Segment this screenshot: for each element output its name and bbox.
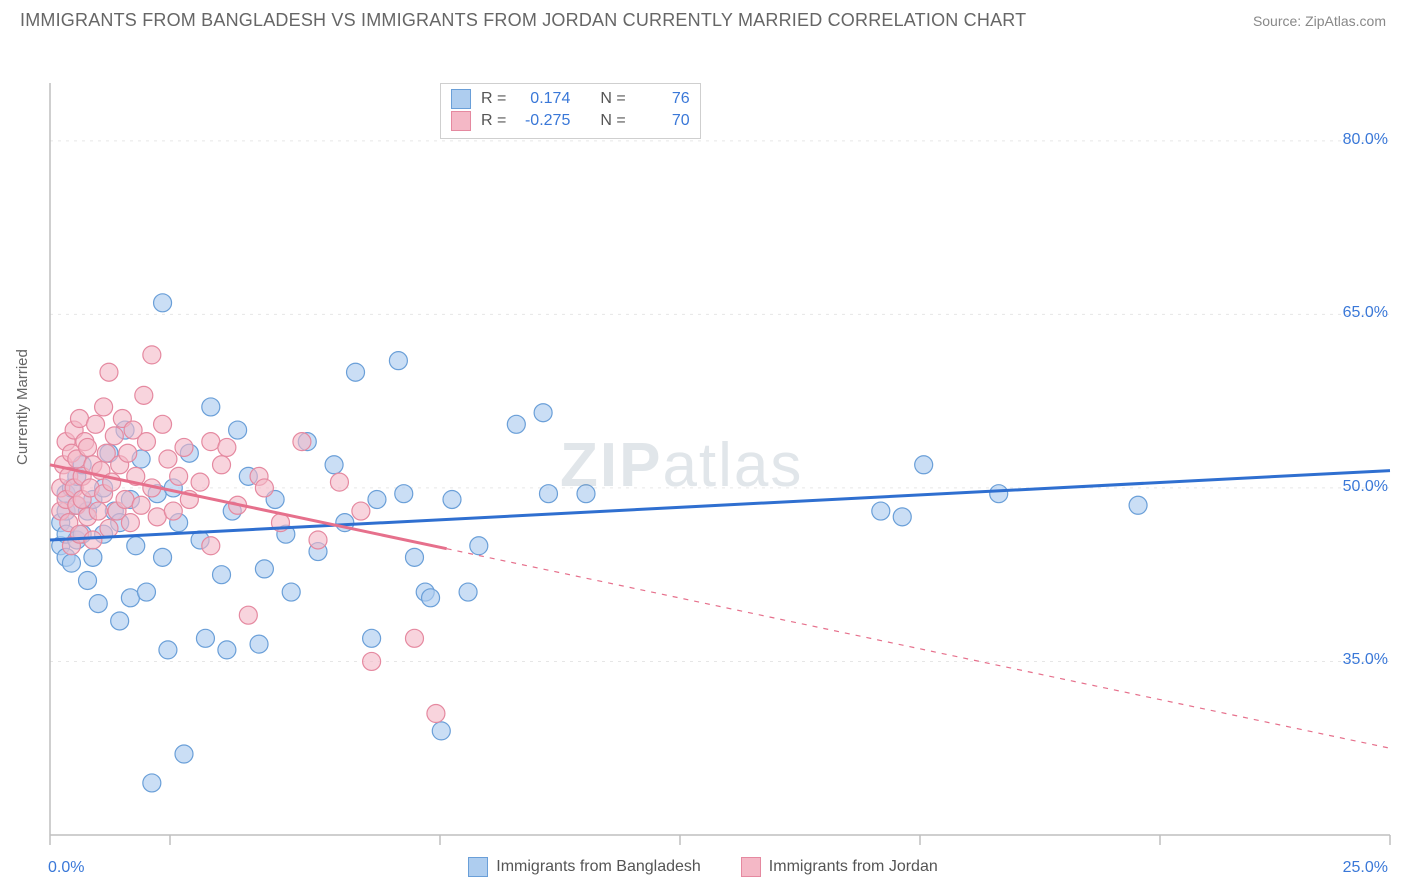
y-tick-label: 80.0% <box>1343 131 1388 149</box>
y-tick-label: 35.0% <box>1343 651 1388 669</box>
bottom-legend: Immigrants from Bangladesh Immigrants fr… <box>0 857 1406 877</box>
n-value-bangladesh: 76 <box>636 88 690 110</box>
y-axis-label: Currently Married <box>14 349 31 465</box>
r-label: R = <box>481 110 506 132</box>
swatch-bangladesh <box>451 89 471 109</box>
stats-legend-box: R = 0.174 N = 76 R = -0.275 N = 70 <box>440 83 701 139</box>
stats-row-bangladesh: R = 0.174 N = 76 <box>451 88 690 110</box>
legend-item-jordan: Immigrants from Jordan <box>741 857 938 877</box>
r-label: R = <box>481 88 506 110</box>
source-label: Source: ZipAtlas.com <box>1253 13 1386 29</box>
swatch-bangladesh <box>468 857 488 877</box>
n-label: N = <box>600 110 625 132</box>
y-tick-label: 50.0% <box>1343 478 1388 496</box>
scatter-plot-svg <box>0 35 1406 885</box>
swatch-jordan <box>741 857 761 877</box>
legend-item-bangladesh: Immigrants from Bangladesh <box>468 857 701 877</box>
legend-label-bangladesh: Immigrants from Bangladesh <box>496 858 701 876</box>
legend-label-jordan: Immigrants from Jordan <box>769 858 938 876</box>
source-name: ZipAtlas.com <box>1305 13 1386 29</box>
chart-area: Currently Married ZIPatlas R = 0.174 N =… <box>0 35 1406 885</box>
chart-title: IMMIGRANTS FROM BANGLADESH VS IMMIGRANTS… <box>20 10 1026 31</box>
r-value-jordan: -0.275 <box>516 110 570 132</box>
source-prefix: Source: <box>1253 13 1305 29</box>
n-value-jordan: 70 <box>636 110 690 132</box>
stats-row-jordan: R = -0.275 N = 70 <box>451 110 690 132</box>
n-label: N = <box>600 88 625 110</box>
chart-header: IMMIGRANTS FROM BANGLADESH VS IMMIGRANTS… <box>0 0 1406 35</box>
r-value-bangladesh: 0.174 <box>516 88 570 110</box>
swatch-jordan <box>451 111 471 131</box>
y-tick-label: 65.0% <box>1343 304 1388 322</box>
